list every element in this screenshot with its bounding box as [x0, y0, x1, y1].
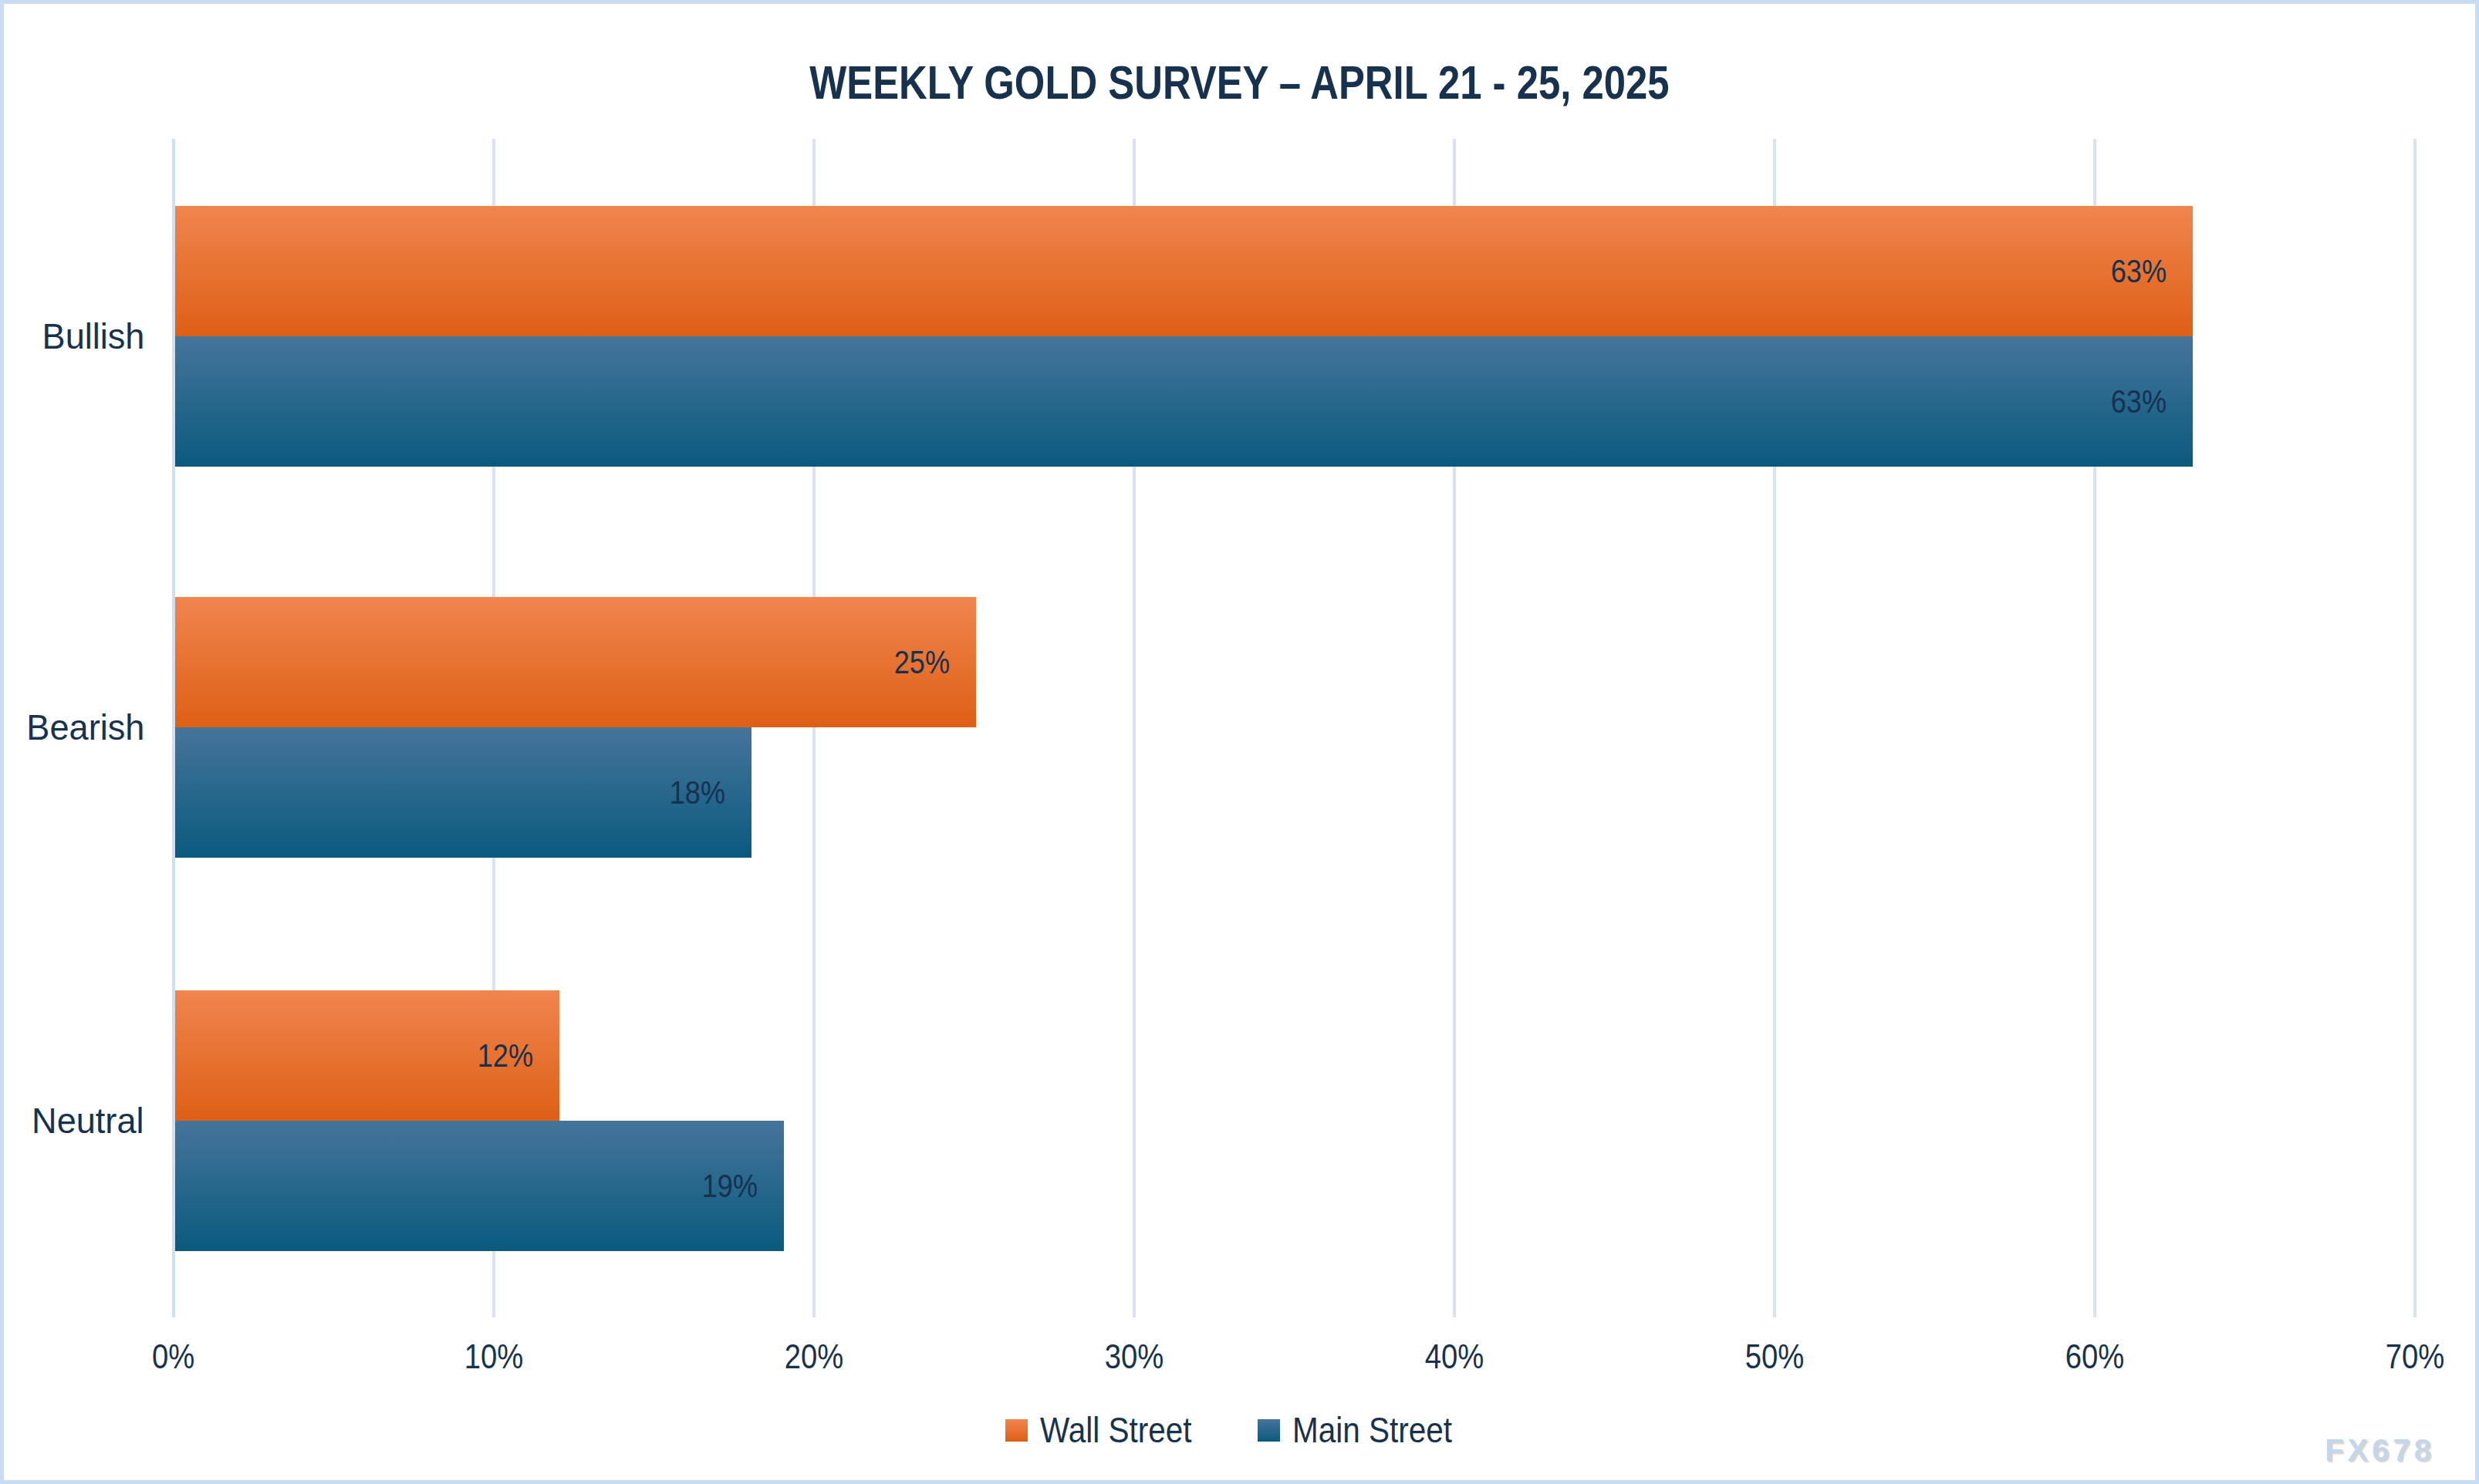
plot-area: 63% 63% 25% 18% 12% 19%	[174, 139, 2415, 1307]
bar-value-label: 19%	[702, 1168, 758, 1205]
x-tick-label: 0%	[89, 1337, 258, 1377]
x-tick-label-text: 70%	[2386, 1337, 2445, 1377]
bar-main-street-bullish: 63%	[175, 336, 2193, 467]
legend-item-main-street: Main Street	[1258, 1409, 1474, 1451]
category-label-bearish: Bearish	[4, 700, 144, 754]
category-label-bullish: Bullish	[4, 309, 144, 363]
x-tick-label-text: 0%	[152, 1337, 194, 1377]
bar-wall-street-bearish: 25%	[175, 597, 976, 727]
bar-value-label: 63%	[2111, 253, 2167, 290]
x-tick-label-text: 10%	[464, 1337, 524, 1377]
category-label-neutral: Neutral	[4, 1094, 144, 1148]
chart-title-text: WEEKLY GOLD SURVEY – APRIL 21 - 25, 2025	[809, 55, 1669, 110]
x-tick-label-text: 40%	[1425, 1337, 1484, 1377]
x-tick-label: 70%	[2330, 1337, 2479, 1377]
legend: Wall Street Main Street	[4, 1409, 2475, 1451]
legend-label: Wall Street	[1040, 1409, 1191, 1451]
category-label-text: Bullish	[42, 309, 144, 363]
gold-survey-chart: WEEKLY GOLD SURVEY – APRIL 21 - 25, 2025…	[0, 0, 2479, 1484]
x-tick-label-text: 20%	[785, 1337, 844, 1377]
x-tick-label: 30%	[1049, 1337, 1219, 1377]
x-tick-label: 10%	[409, 1337, 579, 1377]
x-tick-label: 20%	[729, 1337, 899, 1377]
bar-value-label: 63%	[2111, 383, 2167, 420]
x-tick-label: 50%	[1690, 1337, 1859, 1377]
legend-label: Main Street	[1292, 1409, 1452, 1451]
bar-wall-street-bullish: 63%	[175, 206, 2193, 336]
bar-value-label: 12%	[478, 1037, 533, 1074]
chart-title: WEEKLY GOLD SURVEY – APRIL 21 - 25, 2025	[4, 55, 2475, 110]
x-tick-label-text: 60%	[2065, 1337, 2125, 1377]
x-tick-label-text: 50%	[1745, 1337, 1805, 1377]
watermark: FX678	[2325, 1433, 2435, 1468]
bar-wall-street-neutral: 12%	[175, 990, 559, 1121]
bar-main-street-bearish: 18%	[175, 727, 751, 858]
legend-swatch-main-street	[1258, 1419, 1280, 1442]
category-label-text: Neutral	[32, 1094, 144, 1148]
category-label-text: Bearish	[26, 700, 144, 754]
bar-value-label: 25%	[894, 644, 950, 681]
legend-item-wall-street: Wall Street	[1005, 1409, 1212, 1451]
x-tick-label: 60%	[2010, 1337, 2180, 1377]
bar-value-label: 18%	[670, 774, 725, 811]
gridline-70%	[2413, 139, 2417, 1317]
x-tick-label-text: 30%	[1105, 1337, 1164, 1377]
legend-swatch-wall-street	[1005, 1419, 1028, 1442]
x-tick-label: 40%	[1370, 1337, 1539, 1377]
bar-main-street-neutral: 19%	[175, 1121, 784, 1251]
